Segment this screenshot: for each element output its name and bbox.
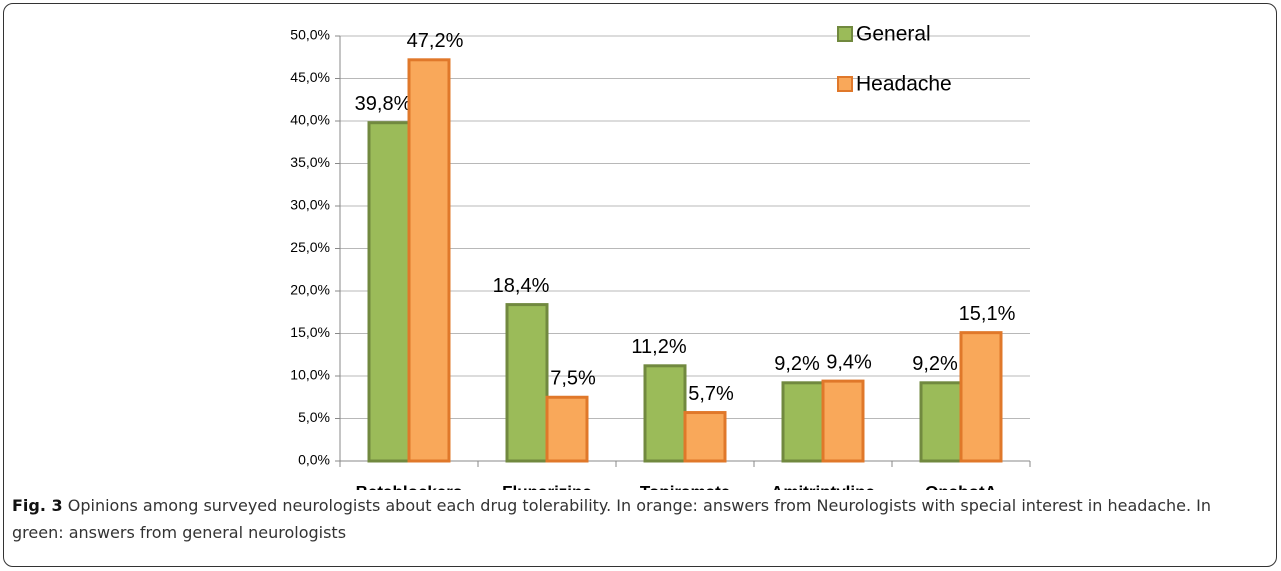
y-tick-label: 25,0% (290, 239, 330, 255)
data-label: 9,2% (774, 353, 820, 375)
bar (683, 411, 727, 463)
data-label: 11,2% (631, 336, 686, 358)
caption-label: Fig. 3 (12, 496, 63, 515)
legend-swatch (837, 26, 853, 42)
legend-label: Headache (856, 73, 952, 96)
y-tick-label: 0,0% (298, 452, 330, 468)
y-tick-label: 40,0% (290, 112, 330, 128)
x-tick-label: OnabotA (925, 482, 997, 490)
y-tick-label: 10,0% (290, 367, 330, 383)
x-tick-label: Flunarizine (502, 482, 592, 490)
y-tick-label: 5,0% (298, 409, 330, 425)
bar (367, 121, 411, 463)
x-tick-label: Amitriptyline (771, 482, 875, 490)
bar (545, 395, 589, 463)
y-tick-label: 50,0% (290, 27, 330, 43)
bar (643, 364, 687, 463)
figure-frame (3, 3, 1277, 567)
y-tick-label: 35,0% (290, 154, 330, 170)
data-label: 18,4% (493, 275, 550, 297)
data-label: 9,4% (826, 351, 872, 373)
caption-text: Opinions among surveyed neurologists abo… (12, 496, 1212, 542)
data-label: 39,8% (355, 93, 412, 115)
y-tick-label: 20,0% (290, 282, 330, 298)
data-label: 5,7% (688, 383, 734, 405)
y-tick-label: 30,0% (290, 197, 330, 213)
caption: Fig. 3 Opinions among surveyed neurologi… (12, 492, 1267, 546)
legend-label: General (856, 23, 931, 46)
bar (505, 303, 549, 463)
bar (781, 381, 825, 463)
bar (407, 58, 451, 463)
x-tick-label: Topiramate (640, 482, 730, 490)
y-tick-label: 45,0% (290, 69, 330, 85)
legend-swatch (837, 76, 853, 92)
data-label: 7,5% (550, 368, 596, 390)
data-label: 15,1% (959, 303, 1016, 325)
y-tick-label: 15,0% (290, 324, 330, 340)
data-label: 9,2% (912, 353, 958, 375)
data-label: 47,2% (407, 30, 464, 52)
chart: 0,0% 5,0% 10,0% 15,0% 20,0% 25,0% 30,0% 35,0% 40… (290, 23, 1031, 490)
x-tick-label: Betablockers (356, 482, 463, 490)
bar (821, 379, 865, 463)
bar (919, 381, 963, 463)
bar (959, 331, 1003, 463)
